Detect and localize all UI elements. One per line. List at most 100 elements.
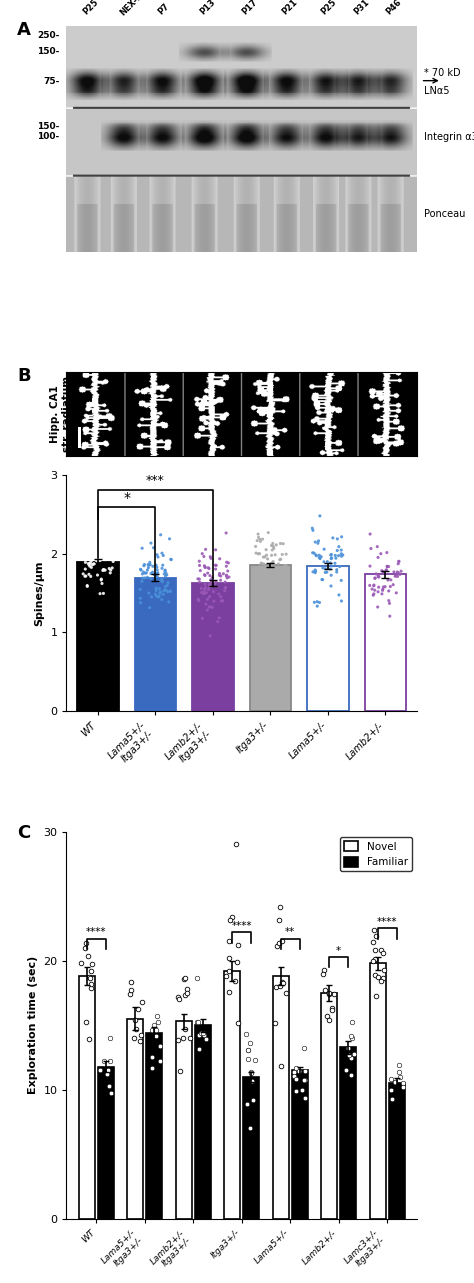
Point — [211, 574, 219, 594]
Point — [200, 1025, 208, 1046]
Point — [246, 1117, 254, 1138]
Bar — [79, 976, 95, 1219]
Point — [279, 973, 287, 993]
Point — [158, 543, 166, 563]
Point — [273, 535, 280, 556]
Point — [335, 585, 343, 606]
Point — [309, 520, 317, 540]
Point — [159, 584, 167, 604]
Point — [221, 581, 228, 602]
Point — [379, 579, 387, 599]
Point — [251, 1049, 259, 1070]
Point — [166, 581, 174, 602]
Point — [259, 570, 266, 590]
Text: P25: P25 — [319, 0, 338, 17]
Point — [261, 557, 269, 577]
Point — [201, 566, 209, 586]
Point — [283, 544, 290, 565]
Text: ****: **** — [377, 917, 397, 928]
Point — [202, 582, 210, 603]
Point — [375, 567, 383, 588]
Point — [98, 574, 106, 594]
Point — [217, 566, 225, 586]
Point — [200, 1023, 207, 1043]
Point — [298, 1079, 305, 1100]
Point — [312, 545, 320, 566]
Point — [144, 567, 151, 588]
Point — [85, 966, 92, 987]
Point — [334, 529, 341, 549]
Point — [268, 554, 275, 575]
Point — [164, 581, 172, 602]
Point — [174, 1029, 182, 1049]
Point — [156, 1051, 164, 1071]
Point — [395, 1062, 402, 1083]
Point — [155, 586, 162, 607]
Point — [137, 588, 144, 608]
Point — [214, 611, 221, 631]
Point — [328, 548, 335, 568]
Bar — [365, 575, 406, 711]
Point — [248, 1071, 255, 1092]
Point — [158, 570, 165, 590]
Point — [106, 544, 113, 565]
Point — [328, 548, 336, 568]
Point — [146, 554, 154, 575]
Point — [387, 576, 394, 597]
Point — [380, 960, 387, 980]
Point — [272, 544, 279, 565]
Bar — [389, 1083, 404, 1219]
Point — [243, 1093, 250, 1114]
Point — [345, 1044, 352, 1065]
Point — [233, 952, 240, 973]
Point — [226, 983, 233, 1003]
Point — [311, 562, 319, 582]
Point — [276, 975, 283, 996]
Bar — [195, 1025, 211, 1219]
Point — [107, 1051, 114, 1071]
Point — [318, 570, 326, 590]
Point — [258, 582, 266, 603]
Point — [234, 935, 241, 956]
Point — [281, 556, 288, 576]
Point — [108, 1083, 115, 1103]
Point — [152, 554, 160, 575]
Point — [246, 1033, 254, 1053]
Point — [247, 1062, 255, 1083]
Point — [397, 561, 405, 581]
Point — [153, 577, 160, 598]
Point — [392, 566, 400, 586]
Point — [158, 589, 165, 609]
Point — [371, 580, 379, 600]
Point — [278, 544, 286, 565]
Text: **: ** — [285, 928, 295, 938]
Point — [90, 532, 97, 553]
Point — [272, 571, 280, 591]
Point — [332, 548, 340, 568]
Y-axis label: Exploration time (sec): Exploration time (sec) — [27, 956, 37, 1094]
Point — [164, 572, 172, 593]
Point — [244, 1041, 251, 1061]
Point — [279, 971, 286, 992]
Point — [277, 549, 284, 570]
Point — [333, 562, 340, 582]
Point — [268, 535, 275, 556]
Point — [394, 553, 402, 574]
Point — [367, 539, 375, 559]
Bar — [292, 1070, 308, 1219]
Point — [313, 591, 321, 612]
Point — [335, 545, 342, 566]
Point — [255, 544, 262, 565]
Point — [374, 581, 382, 602]
Point — [256, 544, 264, 565]
Point — [137, 1030, 144, 1051]
Point — [223, 552, 230, 572]
Point — [90, 553, 98, 574]
Point — [201, 557, 209, 577]
Point — [148, 1020, 155, 1041]
Point — [159, 545, 167, 566]
Point — [88, 557, 95, 577]
Point — [335, 536, 343, 557]
Point — [137, 593, 145, 613]
Point — [270, 554, 278, 575]
